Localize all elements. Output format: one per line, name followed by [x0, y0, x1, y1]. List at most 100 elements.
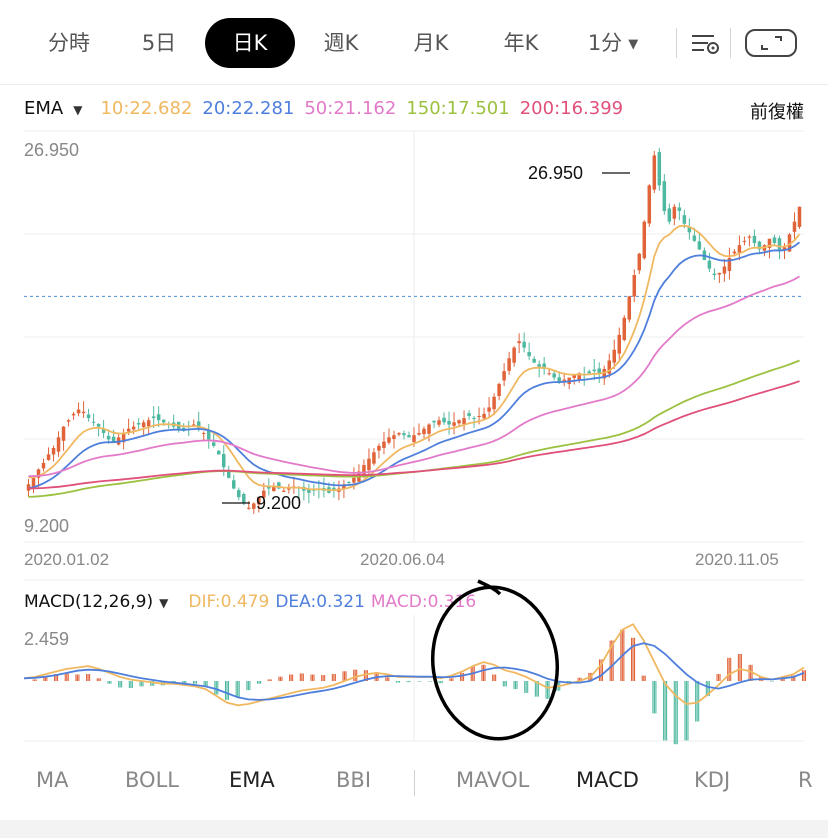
macd-bar-group [427, 681, 433, 682]
tab-bbi[interactable]: BBI [336, 768, 372, 792]
candle-body [547, 373, 551, 375]
candle [637, 252, 642, 275]
candle-body [76, 409, 81, 414]
candle-body [91, 421, 96, 423]
tab-weekly-k[interactable]: 週K [323, 31, 359, 55]
candle [527, 342, 531, 360]
tab-mavol[interactable]: MAVOL [456, 768, 530, 792]
macd-bar-group [342, 671, 347, 681]
candle [542, 356, 546, 375]
candle [562, 372, 566, 387]
caret-down-icon[interactable]: ▼ [159, 596, 169, 610]
candle [186, 420, 191, 436]
candle [402, 430, 406, 440]
candle [582, 366, 586, 386]
fullscreen-icon[interactable] [742, 26, 802, 60]
price-adjust-toggle[interactable]: 前復權 [750, 102, 804, 123]
candle-body [101, 429, 106, 434]
tab-r[interactable]: R [798, 768, 813, 792]
chart-canvas[interactable]: 26.950 9.200 2020.01.02 2020.06.04 2020.… [0, 0, 828, 760]
candle [257, 497, 261, 513]
candle [151, 406, 156, 428]
candle [597, 362, 601, 384]
candle [507, 351, 511, 375]
tab-5day[interactable]: 5日 [141, 31, 177, 55]
macd-dea-value: DEA:0.321 [275, 592, 365, 612]
macd-indicator-name[interactable]: MACD(12,26,9) [24, 592, 154, 612]
macd-bar-group [663, 681, 668, 741]
tab-kdj[interactable]: KDJ [694, 768, 731, 792]
candle [717, 272, 722, 283]
candle [552, 370, 556, 381]
candle-body [191, 424, 196, 426]
candle-body [677, 207, 682, 211]
candle [492, 393, 496, 416]
candle-body [262, 490, 266, 498]
macd-bar-group [630, 637, 636, 681]
macd-plot [23, 623, 807, 745]
candle [777, 235, 782, 260]
candle [772, 234, 777, 246]
tab-yearly-k[interactable]: 年K [503, 31, 539, 55]
candle [81, 401, 86, 418]
candle-body [347, 481, 351, 483]
tab-boll[interactable]: BOLL [125, 768, 179, 792]
candle-body [121, 433, 126, 443]
indicator-tab-bar: MA BOLL EMA BBI MAVOL MACD KDJ R [0, 756, 828, 808]
candle-body [131, 426, 136, 430]
tab-daily-k[interactable]: 日K [205, 18, 295, 68]
candle-body [442, 417, 446, 423]
candle-body [657, 152, 662, 186]
candle [762, 244, 767, 257]
candle-body [227, 470, 231, 478]
candle [86, 408, 91, 422]
macd-bar-group [246, 681, 251, 691]
candle-body [151, 416, 156, 419]
candle-body [452, 422, 456, 426]
candle [116, 432, 121, 446]
ema-150-value: 150:17.501 [406, 98, 510, 119]
macd-bar-group [801, 670, 807, 681]
candle-body [517, 341, 521, 344]
candle-body [552, 373, 556, 378]
tab-1min-dropdown[interactable]: 1分 ▼ [568, 18, 658, 68]
ema-lines [28, 224, 801, 498]
candle-body [462, 418, 466, 425]
candle-body [682, 215, 687, 224]
ema-indicator-name[interactable]: EMA [24, 98, 64, 119]
macd-bar-group [224, 681, 230, 700]
macd-bar-group [652, 681, 657, 714]
candle-body [382, 441, 386, 448]
candle-body [732, 251, 737, 254]
candle [737, 235, 742, 261]
candle-body [742, 240, 747, 242]
timeframe-tab-bar: 分時 5日 日K 週K 月K 年K 1分 ▼ [0, 0, 828, 85]
macd-bar-group [641, 675, 646, 681]
candle [747, 234, 752, 247]
candle-body [237, 490, 241, 498]
caret-down-icon[interactable]: ▼ [73, 103, 83, 117]
x-axis-label-mid: 2020.06.04 [360, 550, 445, 569]
candle-body [562, 379, 566, 381]
tab-ma[interactable]: MA [36, 768, 69, 792]
tab-ema[interactable]: EMA [229, 768, 275, 792]
candle [627, 295, 632, 323]
candle [502, 363, 506, 387]
tab-macd[interactable]: MACD [576, 768, 639, 792]
candle [61, 426, 66, 451]
candle-body [407, 435, 411, 438]
tab-intraday[interactable]: 分時 [48, 31, 90, 55]
candle [607, 353, 612, 378]
chart-settings-icon[interactable] [688, 26, 724, 60]
candle-body [136, 423, 141, 425]
tab-monthly-k[interactable]: 月K [413, 31, 449, 55]
candle [702, 247, 707, 261]
candle-body [41, 462, 46, 469]
candle-body [196, 421, 201, 429]
ema-20-value: 20:22.281 [202, 98, 295, 119]
candle-body [642, 221, 647, 259]
ema-200-value: 200:16.399 [519, 98, 624, 119]
candle-body [377, 445, 381, 451]
candle-body [51, 447, 56, 455]
candle-body [252, 503, 256, 509]
